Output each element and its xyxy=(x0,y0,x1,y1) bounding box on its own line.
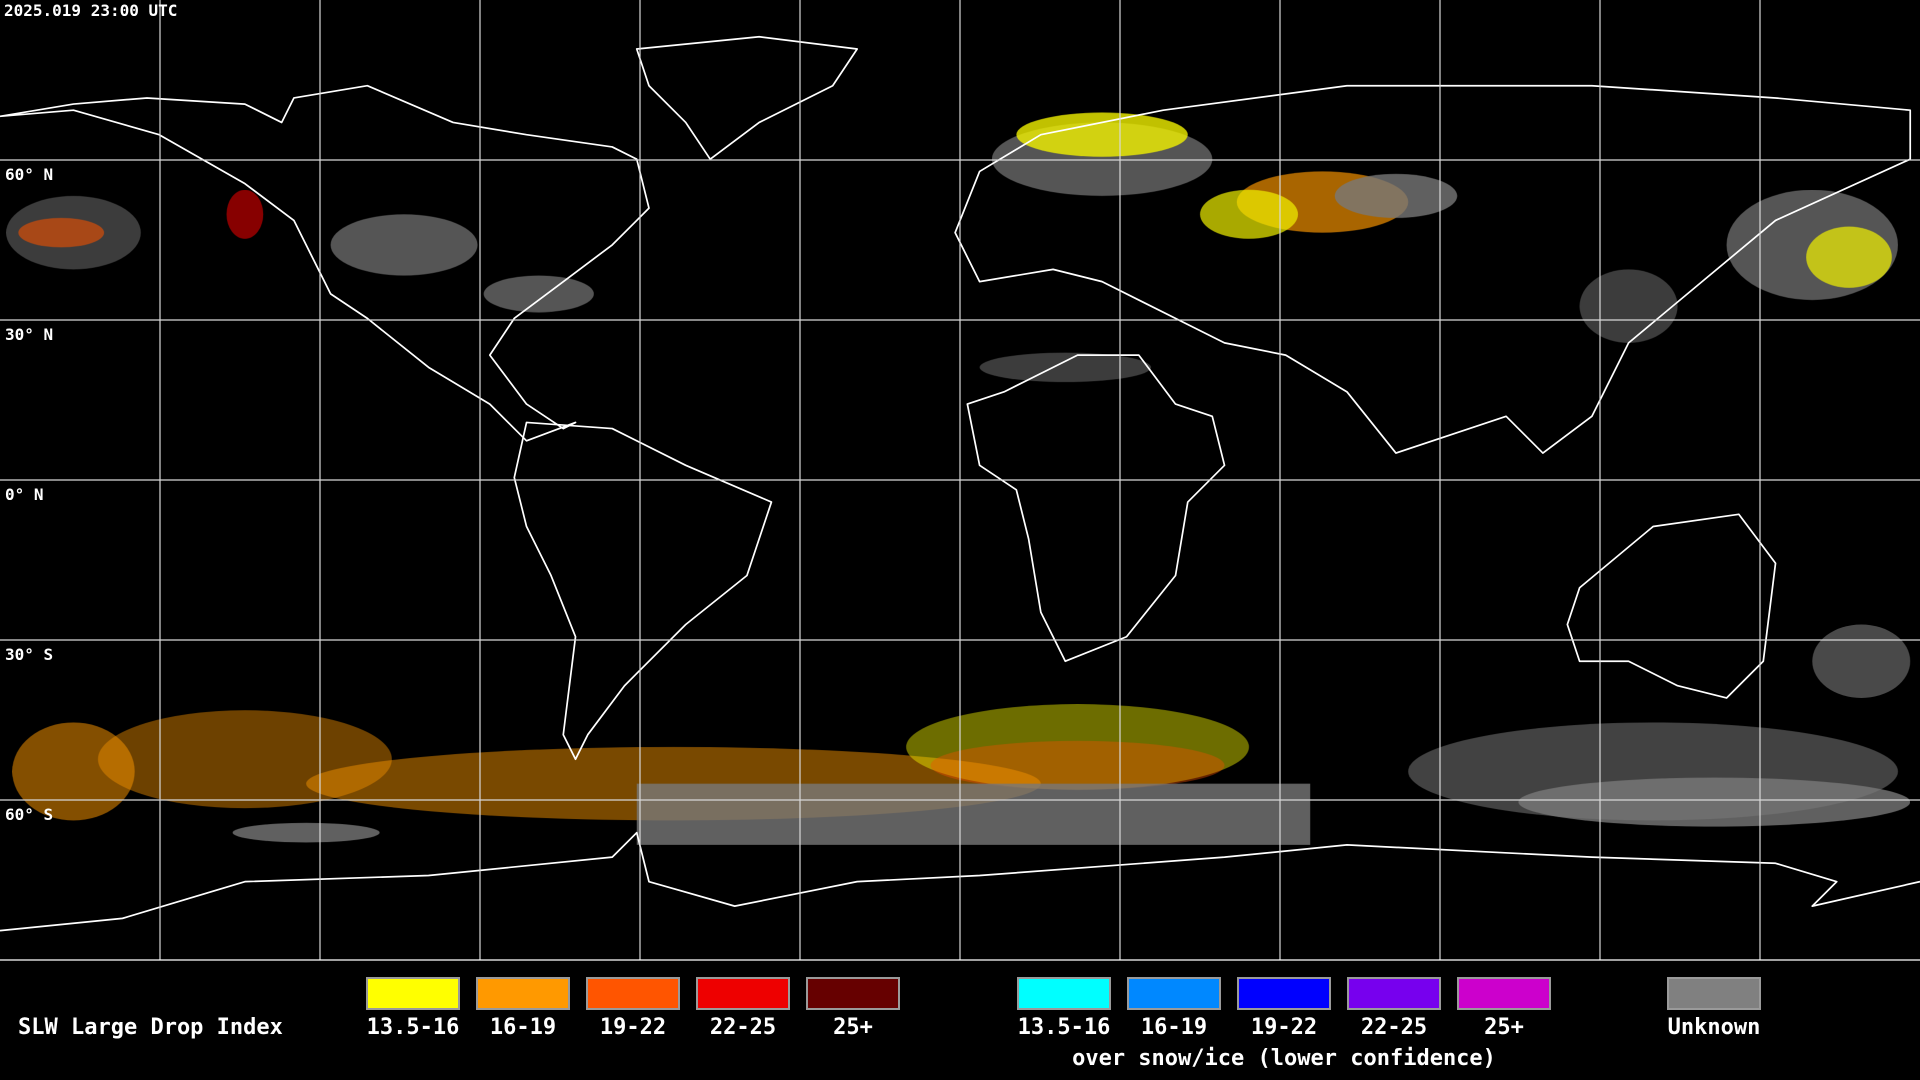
legend-label: 22-25 xyxy=(1361,1015,1427,1040)
legend-swatch xyxy=(476,977,570,1010)
africa xyxy=(966,354,1226,663)
legend-swatch xyxy=(1347,977,1441,1010)
cloud-field xyxy=(6,112,1911,845)
graticule xyxy=(0,0,1920,961)
legend-label: Unknown xyxy=(1668,1015,1761,1040)
antarctica xyxy=(0,831,1920,932)
legend-swatch xyxy=(806,977,900,1010)
eurasia xyxy=(954,84,1912,454)
legend-label: 19-22 xyxy=(1251,1015,1317,1040)
legend-swatch xyxy=(366,977,460,1010)
greenland xyxy=(635,35,859,161)
legend-swatch xyxy=(1237,977,1331,1010)
legend-label: 25+ xyxy=(1484,1015,1524,1040)
south-america xyxy=(513,421,773,761)
latitude-label: 30° S xyxy=(5,645,53,664)
legend-label: 13.5-16 xyxy=(367,1015,460,1040)
latitude-label: 30° N xyxy=(5,325,53,344)
latitude-label: 60° N xyxy=(5,165,53,184)
legend-label: 16-19 xyxy=(490,1015,556,1040)
legend-title: SLW Large Drop Index xyxy=(18,1015,283,1040)
legend-label: 25+ xyxy=(833,1015,873,1040)
coastlines xyxy=(0,35,1920,932)
north-america xyxy=(0,84,650,442)
legend-swatch xyxy=(1017,977,1111,1010)
legend: 13.5-16 16-19 19-22 22-25 25+ 13.5-16 16-19 19-… xyxy=(366,977,1761,1071)
legend-swatch xyxy=(696,977,790,1010)
timestamp: 2025.019 23:00 UTC xyxy=(4,1,177,20)
legend-label: 16-19 xyxy=(1141,1015,1207,1040)
latitude-labels: 60° N 30° N 0° N 30° S 60° S xyxy=(5,165,53,824)
map xyxy=(0,35,1920,932)
latitude-label: 60° S xyxy=(5,805,53,824)
legend-swatch xyxy=(1457,977,1551,1010)
legend-swatch xyxy=(586,977,680,1010)
legend-label: 13.5-16 xyxy=(1018,1015,1111,1040)
legend-swatch xyxy=(1127,977,1221,1010)
australia xyxy=(1566,513,1777,699)
legend-swatch xyxy=(1667,977,1761,1010)
legend-caption: over snow/ice (lower confidence) xyxy=(1072,1046,1496,1071)
legend-label: 19-22 xyxy=(600,1015,666,1040)
legend-label: 22-25 xyxy=(710,1015,776,1040)
latitude-label: 0° N xyxy=(5,485,44,504)
